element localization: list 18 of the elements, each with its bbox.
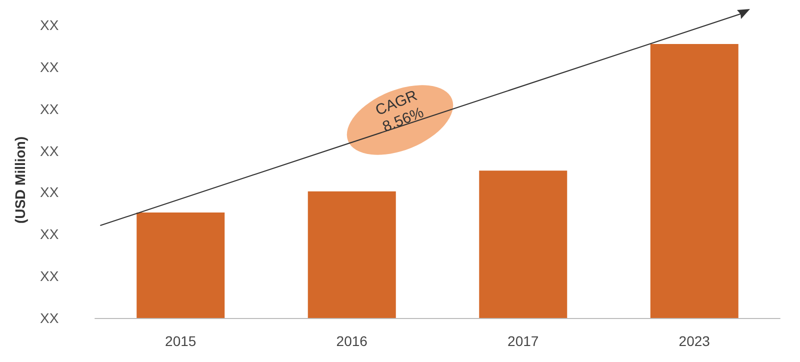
text: XX bbox=[40, 17, 59, 33]
text: XX bbox=[40, 58, 59, 75]
x-tick-label: 2023 bbox=[678, 333, 710, 349]
text: XX bbox=[40, 100, 59, 117]
bar bbox=[136, 212, 225, 318]
x-tick-label: 2016 bbox=[336, 333, 368, 349]
x-tick-label: 2015 bbox=[165, 333, 196, 349]
text: XX bbox=[40, 226, 59, 242]
bar bbox=[308, 191, 396, 318]
text: XX bbox=[40, 142, 59, 159]
x-tick-label: 2017 bbox=[508, 333, 539, 349]
annotation: CAGR 8.56% bbox=[372, 86, 428, 138]
text: XX bbox=[40, 310, 59, 326]
text: XX bbox=[40, 184, 59, 200]
bar bbox=[650, 44, 738, 318]
text: XX bbox=[40, 268, 59, 284]
bar bbox=[479, 170, 568, 318]
y-axis-title: (USD Million) bbox=[12, 135, 28, 226]
